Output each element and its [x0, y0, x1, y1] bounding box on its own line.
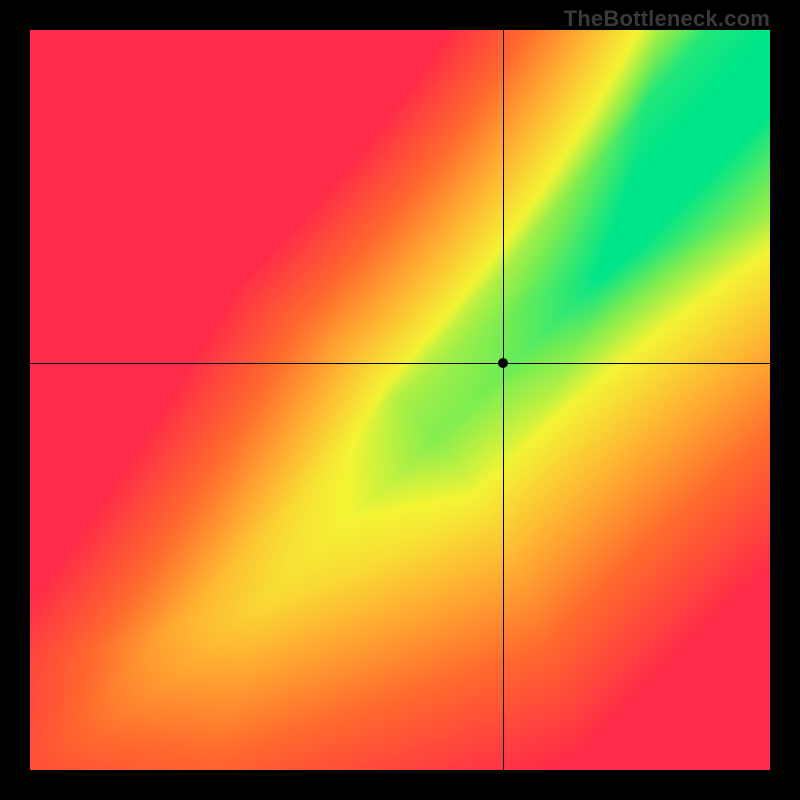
watermark-text: TheBottleneck.com — [564, 6, 770, 32]
crosshair-vertical — [503, 30, 504, 770]
heatmap-plot — [30, 30, 770, 770]
crosshair-horizontal — [30, 363, 770, 364]
heatmap-canvas — [30, 30, 770, 770]
crosshair-marker-dot — [498, 358, 508, 368]
